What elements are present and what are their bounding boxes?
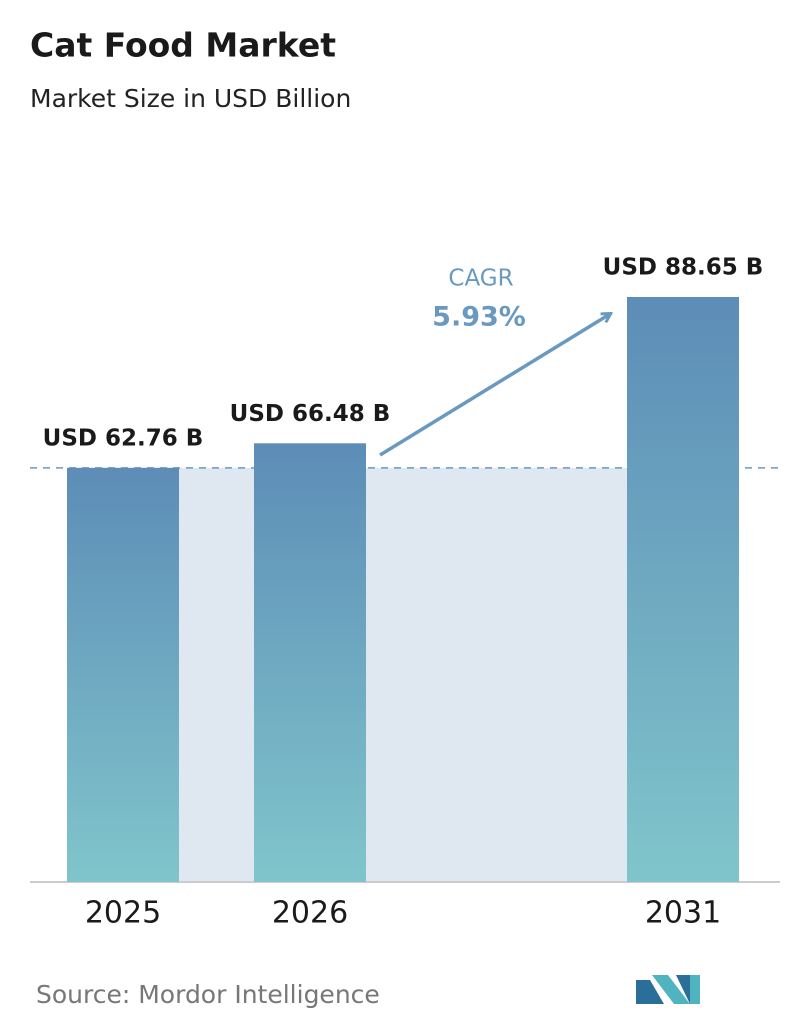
source: Source: Mordor Intelligence bbox=[36, 980, 380, 1009]
x-tick-label: 2026 bbox=[272, 896, 348, 931]
cagr-label: CAGR bbox=[448, 266, 513, 292]
value-label: USD 62.76 B bbox=[43, 425, 204, 451]
cagr-value: 5.93% bbox=[432, 302, 526, 333]
logo bbox=[636, 975, 700, 1004]
bar bbox=[627, 297, 739, 882]
x-tick-label: 2025 bbox=[85, 896, 161, 931]
chart-title: Cat Food Market bbox=[30, 26, 336, 65]
plot-area: USD 62.76 B 2025 USD 66.48 B 2026 USD 88.65 … bbox=[30, 255, 780, 931]
chart-subtitle: Market Size in USD Billion bbox=[30, 84, 351, 113]
value-label: USD 66.48 B bbox=[230, 401, 391, 427]
bar bbox=[67, 467, 179, 882]
x-tick-label: 2031 bbox=[645, 896, 721, 931]
cagr-arrow bbox=[379, 314, 610, 457]
value-label: USD 88.65 B bbox=[603, 255, 764, 281]
bar bbox=[254, 443, 366, 882]
